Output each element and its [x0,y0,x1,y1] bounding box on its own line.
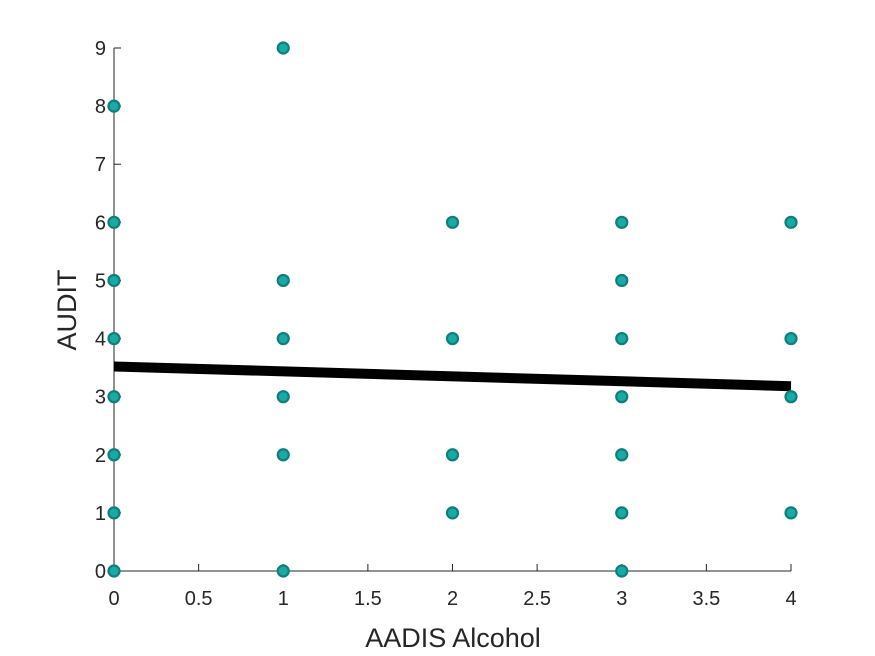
y-tick-label: 2 [95,445,106,467]
data-point [107,448,121,462]
x-tick-label: 1.5 [354,588,382,610]
data-point [784,390,798,404]
data-point [445,506,460,520]
y-tick-label: 9 [95,38,106,60]
y-tick-label: 8 [95,96,106,118]
data-point [107,506,121,520]
x-tick-label: 4 [785,588,796,610]
data-point [445,448,460,462]
y-tick-label: 4 [95,329,106,351]
y-tick-label: 1 [95,503,106,525]
y-tick-label: 0 [95,561,106,583]
data-point [107,331,121,346]
data-points [107,41,798,578]
data-point [615,215,629,229]
axes: 0 0.5 1 1.5 2 2.5 3 3.5 4 0 1 2 3 4 5 6 7 8 9 [95,38,797,610]
data-point [107,215,121,229]
data-point [107,390,121,404]
data-point [276,448,290,462]
data-point [615,273,629,288]
data-point [276,564,290,578]
x-tick-label: 2 [447,588,458,610]
data-point [615,331,629,346]
data-point [784,215,798,229]
regression-line [113,361,792,392]
x-tick-label: 3 [616,588,627,610]
x-tick-label: 0 [108,588,119,610]
data-point [107,564,121,578]
x-axis-label: AADIS Alcohol [365,623,541,653]
data-point [445,215,460,229]
data-point [445,331,460,346]
data-point [107,99,121,113]
data-point [107,273,121,288]
x-tick-label: 1 [278,588,289,610]
data-point [615,506,629,520]
y-tick-label: 7 [95,154,106,176]
data-point [276,331,290,346]
data-point [615,564,629,578]
fit-line-group [113,361,792,392]
data-point [276,273,290,288]
data-point [276,390,290,404]
y-tick-label: 5 [95,270,106,292]
data-point [615,390,629,404]
x-tick-label: 2.5 [523,588,551,610]
x-tick-label: 3.5 [692,588,720,610]
data-point [784,506,798,520]
y-tick-label: 6 [95,212,106,234]
x-tick-label: 0.5 [185,588,213,610]
data-point [276,41,290,55]
y-axis-label: AUDIT [52,270,82,351]
data-point [615,448,629,462]
y-tick-label: 3 [95,387,106,409]
data-point [784,331,798,346]
